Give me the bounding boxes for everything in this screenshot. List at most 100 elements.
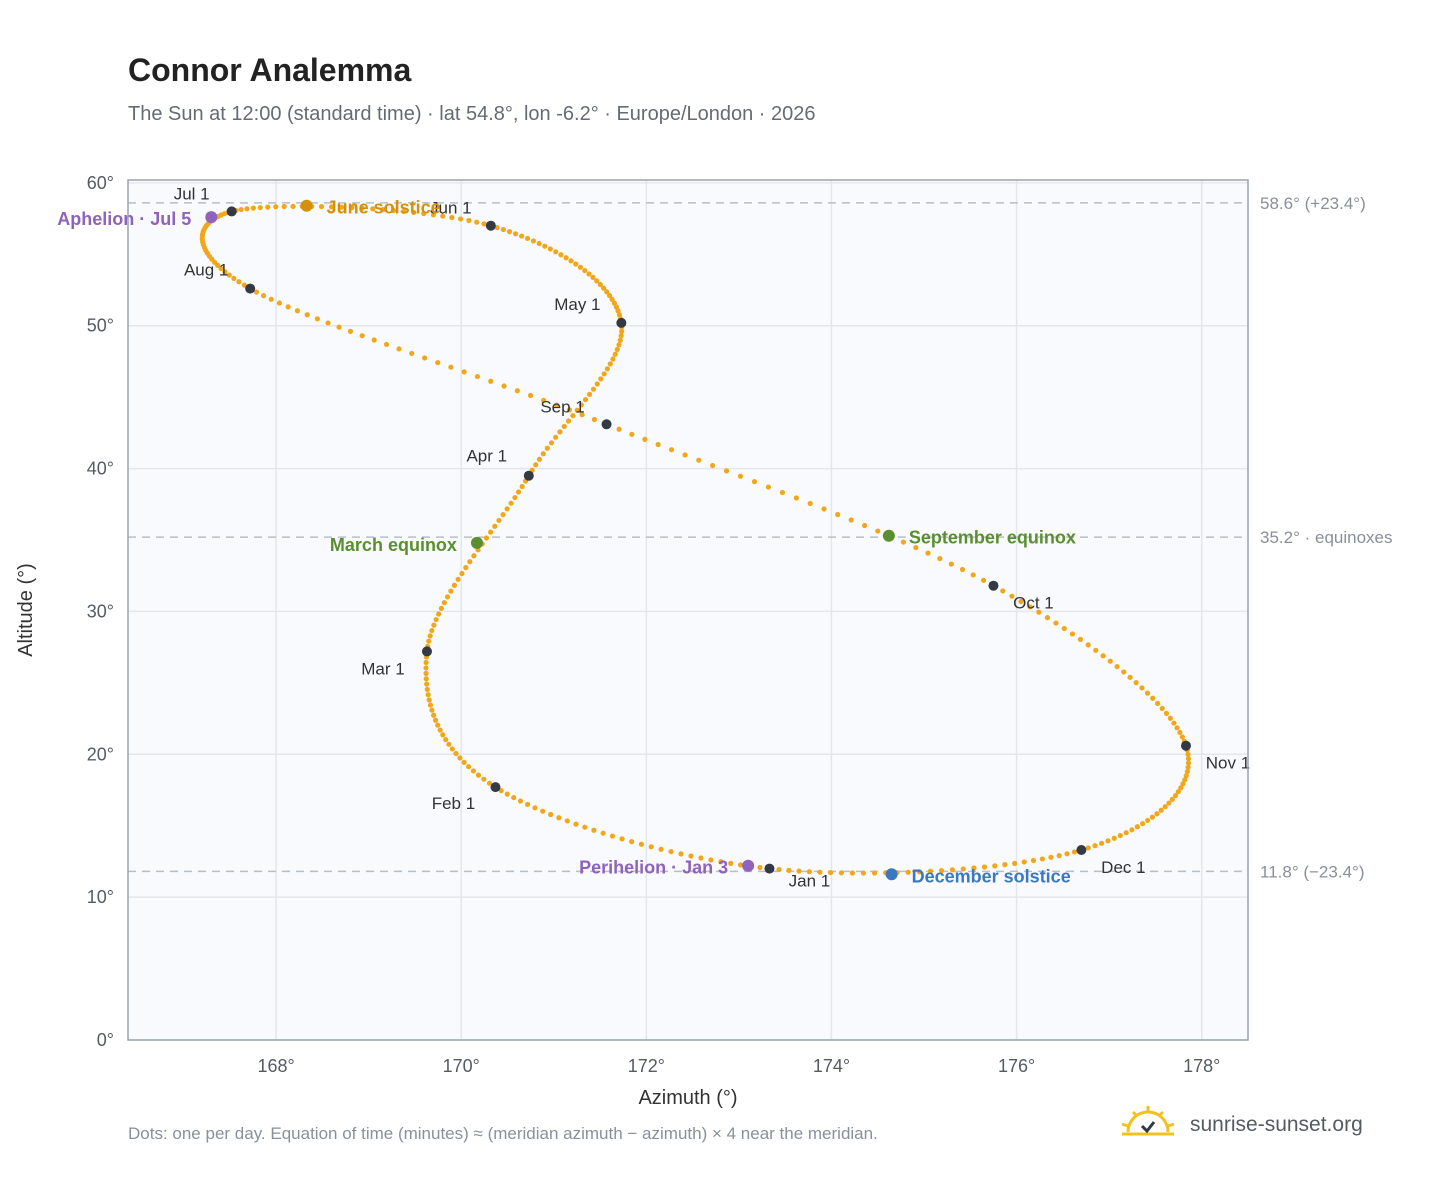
day-dot [616, 426, 622, 432]
day-dot [601, 285, 607, 291]
day-dot [1105, 838, 1111, 844]
day-dot [573, 261, 579, 267]
day-dot [563, 255, 569, 261]
day-dot [500, 226, 506, 233]
footer-note: Dots: one per day. Equation of time (min… [128, 1124, 878, 1143]
day-dot [737, 473, 744, 479]
day-dot [582, 397, 589, 403]
day-dot [488, 378, 494, 384]
day-dot [981, 864, 988, 870]
day-dot [438, 605, 444, 611]
day-dot [486, 780, 493, 786]
day-dot [568, 258, 574, 264]
day-dot [861, 522, 868, 529]
day-dot [530, 238, 537, 244]
day-dot [423, 676, 429, 682]
day-dot [457, 755, 463, 761]
day-dot [290, 203, 296, 209]
day-dot [629, 839, 635, 845]
day-dot [586, 271, 592, 277]
day-dot [383, 341, 390, 348]
plot-border [127, 179, 1249, 1041]
day-dot [436, 611, 442, 617]
event-marker [470, 536, 483, 549]
day-dot [586, 391, 593, 397]
month-marker [226, 206, 237, 217]
month-marker [1076, 845, 1087, 855]
day-dot [441, 600, 447, 606]
day-dot [423, 670, 429, 676]
day-dot [1085, 845, 1091, 851]
day-dot [607, 361, 613, 367]
day-dot [1177, 729, 1183, 736]
x-tick-label: 172° [628, 1056, 665, 1076]
month-label: Mar 1 [361, 659, 404, 678]
day-dot [600, 830, 606, 836]
day-dot [437, 727, 443, 733]
day-dot [455, 576, 461, 583]
day-dot [250, 205, 256, 211]
day-dot [682, 452, 688, 458]
day-dot [616, 312, 623, 318]
day-dot [504, 506, 510, 512]
day-dot [609, 833, 616, 839]
day-dot [544, 445, 550, 451]
day-dot [294, 308, 301, 314]
day-dot [570, 413, 576, 419]
day-dot [1178, 785, 1184, 791]
day-dot [698, 855, 704, 861]
day-dot [1107, 658, 1113, 664]
day-dot [1171, 720, 1177, 726]
day-dot [655, 441, 661, 448]
month-label: Jan 1 [789, 872, 831, 891]
event-markers: June solstice March equinox September equi… [57, 198, 1076, 887]
day-dot [668, 849, 674, 855]
event-marker [300, 199, 313, 212]
day-dot [807, 500, 813, 507]
day-dot [506, 229, 513, 235]
day-dot [1140, 821, 1146, 827]
event-label: Aphelion · Jul 5 [57, 209, 191, 229]
day-dot [925, 550, 931, 556]
day-dot [1154, 811, 1160, 817]
day-dot [1093, 647, 1099, 653]
day-dot [427, 633, 433, 639]
day-dot [440, 213, 446, 219]
day-dot [429, 627, 435, 634]
day-dot [446, 741, 452, 747]
day-dot [328, 204, 335, 210]
day-dot [501, 383, 507, 389]
day-dot [980, 577, 987, 583]
day-dot [949, 867, 956, 873]
y-tick-label: 60° [87, 173, 114, 193]
brand-link[interactable]: sunrise-sunset.org [1120, 1104, 1390, 1148]
day-dot [561, 423, 567, 430]
day-dot [433, 616, 439, 623]
day-dot [1018, 598, 1024, 605]
brand-name: sunrise-sunset.org [1190, 1113, 1363, 1136]
day-dot [533, 462, 539, 468]
day-dot [427, 702, 434, 708]
day-dot [423, 665, 429, 671]
day-dot [536, 456, 543, 462]
month-label: May 1 [554, 295, 600, 314]
day-dot [226, 272, 232, 278]
month-marker [245, 283, 256, 294]
y-tick-label: 30° [87, 601, 114, 621]
day-dot [541, 397, 547, 403]
day-dot [443, 737, 449, 743]
day-dot [325, 320, 331, 326]
day-dot [1182, 777, 1188, 783]
day-dot [1100, 653, 1106, 659]
day-dot [1123, 830, 1129, 836]
day-dot [483, 535, 490, 541]
day-dot [425, 692, 431, 698]
day-dot [218, 265, 224, 272]
day-dot [515, 489, 522, 495]
day-dot [276, 300, 283, 306]
day-dot [1155, 700, 1161, 706]
day-dot [578, 402, 585, 408]
axis-ticks: 168° 170° 172° 174° 176° 178° 0° 10° 20° 30° 40° 50… [87, 173, 1221, 1076]
day-dot [1061, 625, 1067, 632]
day-dot [1002, 862, 1008, 868]
